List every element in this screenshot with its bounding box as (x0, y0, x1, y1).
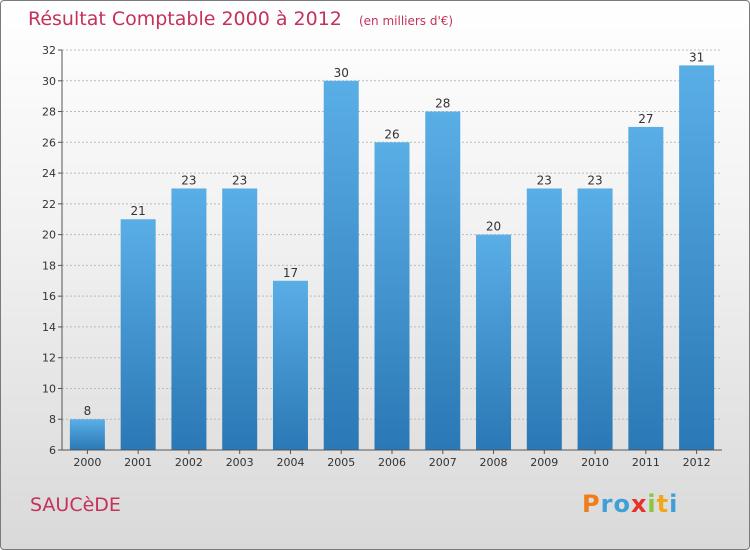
bar-2004 (272, 280, 308, 450)
bar-value-label: 21 (131, 204, 146, 218)
bar-2008 (476, 234, 512, 450)
logo-letter: i (669, 490, 679, 518)
x-tick-label: 2006 (378, 456, 406, 469)
y-tick-label: 32 (42, 44, 56, 57)
y-tick-label: 16 (42, 290, 56, 303)
proxiti-logo: Proxiti (582, 490, 678, 518)
bar-2007 (425, 111, 461, 451)
bar-value-label: 23 (537, 173, 552, 187)
x-tick-label: 2010 (581, 456, 609, 469)
bar-value-label: 31 (689, 50, 704, 64)
x-tick-label: 2012 (683, 456, 711, 469)
logo-letter: i (647, 490, 657, 518)
bar-2001 (120, 219, 156, 450)
bar-value-label: 20 (486, 220, 501, 234)
logo-letter: t (656, 490, 670, 518)
bar-value-label: 23 (587, 173, 602, 187)
chart-header: Résultat Comptable 2000 à 2012 (en milli… (28, 8, 453, 30)
x-tick-label: 2005 (327, 456, 355, 469)
bar-2003 (222, 188, 258, 450)
bar-value-label: 27 (638, 112, 653, 126)
bar-value-label: 23 (232, 173, 247, 187)
bar-2002 (171, 188, 207, 450)
bar-value-label: 30 (334, 66, 349, 80)
x-tick-label: 2002 (175, 456, 203, 469)
y-tick-label: 24 (42, 167, 56, 180)
x-tick-label: 2011 (632, 456, 660, 469)
bar-2000 (69, 419, 105, 450)
y-tick-label: 18 (42, 259, 56, 272)
bar-value-label: 23 (181, 173, 196, 187)
y-tick-label: 12 (42, 352, 56, 365)
logo-letter: x (630, 490, 648, 518)
bars: 8 21 23 23 17 30 26 28 20 23 23 27 31 (69, 50, 715, 451)
y-tick-label: 22 (42, 198, 56, 211)
bar-2006 (374, 142, 410, 451)
bar-2005 (323, 80, 359, 451)
x-tick-label: 2007 (429, 456, 457, 469)
axes: 6 8 10 12 14 16 18 20 22 24 26 28 30 32 2000 2001 2002 20… (42, 44, 722, 469)
y-tick-label: 14 (42, 321, 56, 334)
commune-name: SAUCèDE (30, 494, 121, 516)
bar-2009 (526, 188, 562, 450)
y-tick-label: 26 (42, 136, 56, 149)
bar-2012 (679, 65, 715, 450)
x-tick-label: 2000 (73, 456, 101, 469)
bar-value-label: 26 (384, 127, 399, 141)
x-tick-label: 2003 (226, 456, 254, 469)
x-tick-label: 2008 (480, 456, 508, 469)
bar-value-label: 8 (84, 404, 92, 418)
x-tick-label: 2001 (124, 456, 152, 469)
y-tick-label: 20 (42, 229, 56, 242)
bar-2011 (628, 126, 664, 450)
bar-value-label: 28 (435, 97, 450, 111)
y-tick-label: 28 (42, 106, 56, 119)
logo-letter: P (582, 490, 601, 518)
x-tick-label: 2009 (530, 456, 558, 469)
y-tick-label: 8 (49, 413, 56, 426)
y-tick-label: 6 (49, 444, 56, 457)
logo-letter: o (613, 490, 631, 518)
chart-subtitle: (en milliers d'€) (358, 14, 454, 28)
bar-value-label: 17 (283, 266, 298, 280)
x-tick-label: 2004 (276, 456, 304, 469)
bar-2010 (577, 188, 613, 450)
chart-title: Résultat Comptable 2000 à 2012 (28, 8, 342, 30)
y-tick-label: 10 (42, 382, 56, 395)
logo-letter: r (600, 490, 614, 518)
y-tick-label: 30 (42, 75, 56, 88)
